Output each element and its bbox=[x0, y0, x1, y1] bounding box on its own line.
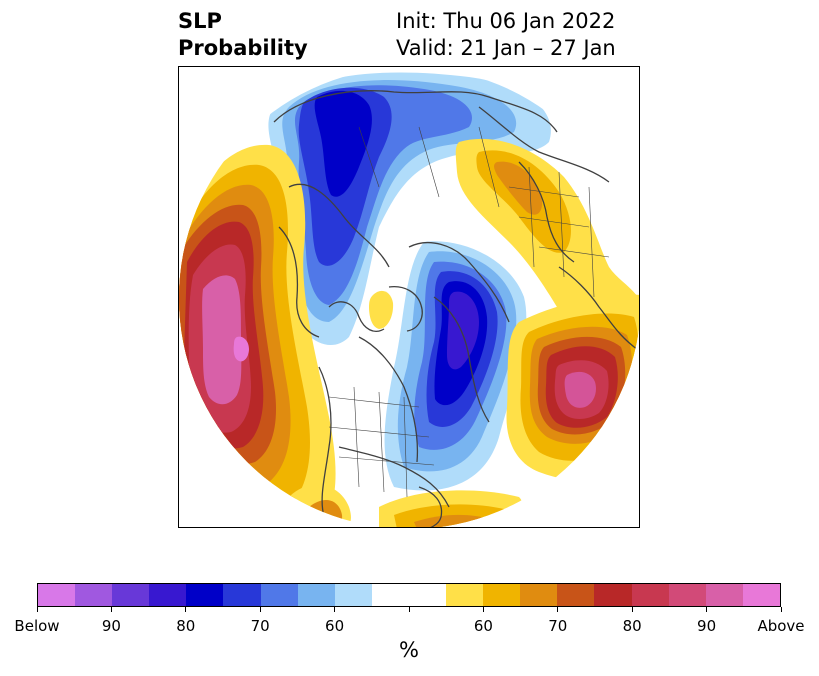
above-normal-core-pacific bbox=[233, 336, 249, 362]
colorbar-tick bbox=[482, 607, 484, 612]
colorbar-segment bbox=[705, 584, 743, 606]
colorbar-tick-label: 70 bbox=[250, 617, 270, 635]
map-panel bbox=[178, 66, 640, 528]
chart-dates: Init: Thu 06 Jan 2022 Valid: 21 Jan – 27… bbox=[396, 8, 616, 62]
colorbar-segment bbox=[223, 584, 261, 606]
colorbar-tick-label: 70 bbox=[548, 617, 568, 635]
colorbar-segment bbox=[408, 584, 447, 606]
above-normal-core-atlantic bbox=[564, 371, 596, 408]
colorbar-tick-label: 80 bbox=[622, 617, 642, 635]
colorbar-segment bbox=[112, 584, 150, 606]
colorbar-segment bbox=[483, 584, 521, 606]
colorbar-segment bbox=[297, 584, 335, 606]
colorbar-segment bbox=[260, 584, 298, 606]
colorbar-tick bbox=[408, 607, 410, 612]
colorbar-tick-label: 80 bbox=[176, 617, 196, 635]
probability-map bbox=[179, 67, 639, 527]
title-type: Probability bbox=[178, 36, 308, 60]
colorbar-tick bbox=[334, 607, 336, 612]
below-normal-core-arctic bbox=[314, 90, 372, 197]
colorbar-tick bbox=[36, 607, 38, 612]
colorbar bbox=[37, 583, 781, 607]
colorbar-segment bbox=[557, 584, 595, 606]
colorbar-segment bbox=[149, 584, 187, 606]
colorbar-tick bbox=[631, 607, 633, 612]
colorbar-tick bbox=[780, 607, 782, 612]
colorbar-segment bbox=[594, 584, 632, 606]
colorbar-tick-label: 60 bbox=[325, 617, 345, 635]
political-borders bbox=[328, 126, 610, 498]
colorbar-tick bbox=[706, 607, 708, 612]
title-variable: SLP bbox=[178, 9, 222, 33]
colorbar-segment bbox=[668, 584, 706, 606]
colorbar-tick-label: Below bbox=[14, 617, 60, 635]
colorbar-tick bbox=[259, 607, 261, 612]
colorbar-tick-label: Above bbox=[757, 617, 805, 635]
init-date: Init: Thu 06 Jan 2022 bbox=[396, 9, 616, 33]
colorbar-tick-label: 90 bbox=[697, 617, 717, 635]
colorbar-tick bbox=[185, 607, 187, 612]
colorbar-segment bbox=[631, 584, 669, 606]
colorbar-segment bbox=[186, 584, 224, 606]
colorbar-unit-label: % bbox=[399, 638, 419, 662]
coastlines bbox=[273, 90, 639, 527]
colorbar-tick-label: 90 bbox=[101, 617, 121, 635]
colorbar-segment bbox=[38, 584, 76, 606]
colorbar-tick bbox=[110, 607, 112, 612]
colorbar-tick-label: 60 bbox=[473, 617, 493, 635]
chart-title: SLP Probability bbox=[178, 8, 308, 62]
colorbar-tick bbox=[557, 607, 559, 612]
colorbar-segment bbox=[75, 584, 113, 606]
colorbar-segment bbox=[371, 584, 409, 606]
colorbar-segment bbox=[742, 584, 780, 606]
valid-dates: Valid: 21 Jan – 27 Jan bbox=[396, 36, 616, 60]
colorbar-segment bbox=[334, 584, 372, 606]
colorbar-segment bbox=[520, 584, 558, 606]
colorbar-segment bbox=[446, 584, 484, 606]
